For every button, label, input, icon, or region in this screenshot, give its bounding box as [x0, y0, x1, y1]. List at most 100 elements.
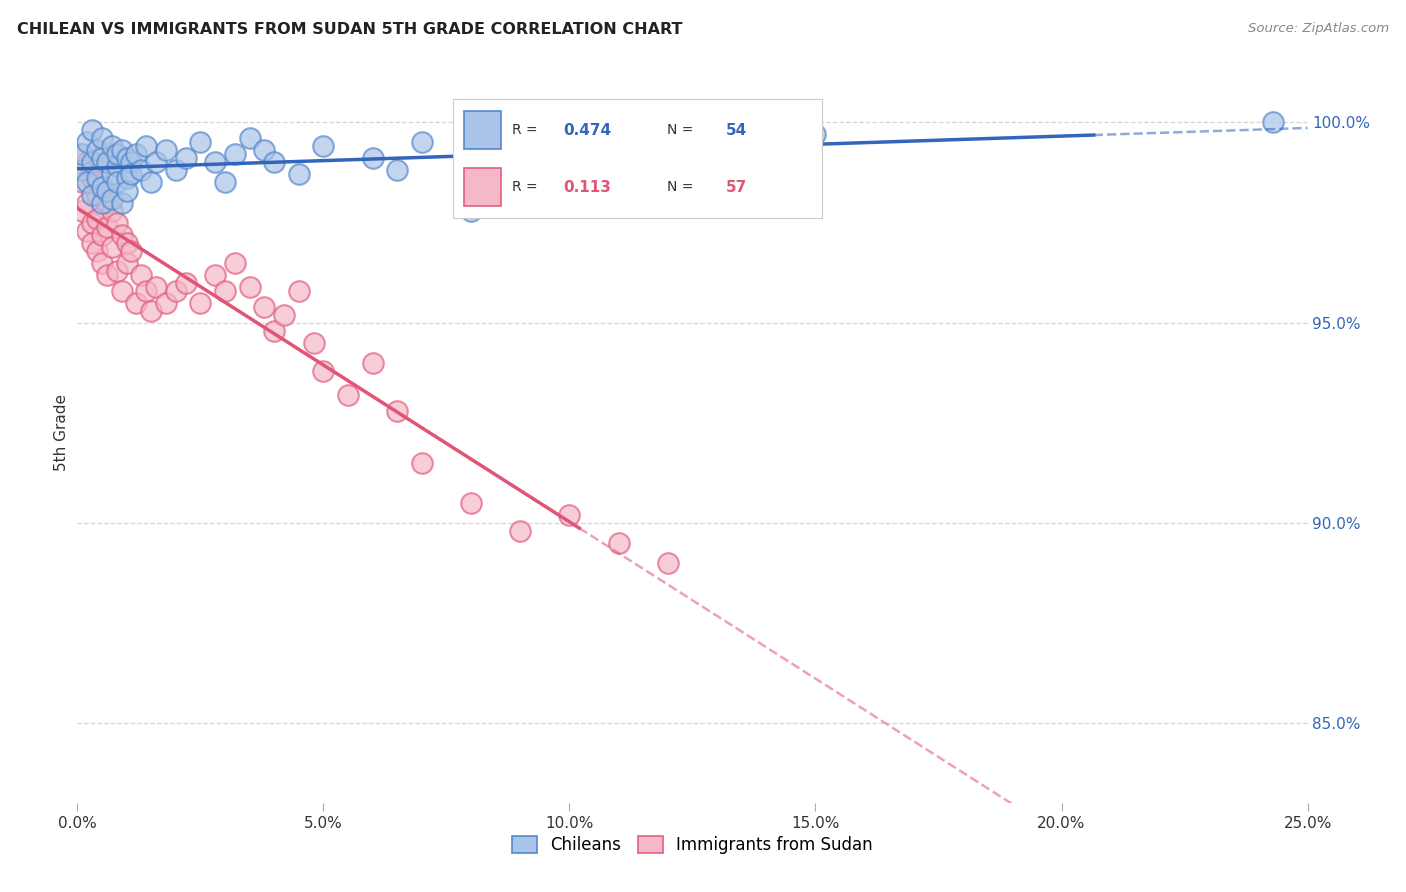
Point	[76, 136, 98, 150]
Point	[273, 308, 295, 322]
Point	[129, 268, 153, 282]
Point	[253, 144, 276, 158]
Point	[411, 136, 433, 150]
Point	[239, 279, 262, 293]
Point	[82, 171, 104, 186]
Y-axis label: 5th Grade: 5th Grade	[53, 394, 69, 471]
Point	[141, 303, 163, 318]
Point	[101, 239, 124, 253]
Point	[70, 203, 93, 218]
Point	[101, 203, 124, 218]
Point	[214, 284, 236, 298]
Point	[115, 184, 138, 198]
Text: Source: ZipAtlas.com: Source: ZipAtlas.com	[1249, 22, 1389, 36]
Point	[115, 152, 138, 166]
Point	[165, 284, 187, 298]
Point	[70, 176, 93, 190]
Point	[302, 335, 325, 350]
Point	[129, 163, 153, 178]
Point	[76, 176, 98, 190]
Point	[82, 123, 104, 137]
Point	[361, 152, 384, 166]
Point	[82, 215, 104, 229]
Point	[96, 219, 118, 234]
Point	[411, 456, 433, 470]
Point	[361, 355, 384, 369]
Point	[509, 147, 531, 161]
Point	[82, 187, 104, 202]
Point	[90, 131, 114, 145]
Point	[657, 155, 679, 169]
Point	[90, 227, 114, 242]
Point	[86, 244, 108, 258]
Point	[204, 155, 226, 169]
Point	[657, 556, 679, 570]
Point	[96, 155, 118, 169]
Point	[96, 195, 118, 210]
Point	[90, 152, 114, 166]
Point	[121, 244, 143, 258]
Point	[90, 179, 114, 194]
Point	[82, 155, 104, 169]
Point	[385, 403, 409, 417]
Point	[1263, 115, 1285, 129]
Point	[135, 284, 157, 298]
Point	[105, 215, 128, 229]
Point	[312, 363, 335, 377]
Point	[460, 496, 482, 510]
Point	[460, 203, 482, 218]
Text: CHILEAN VS IMMIGRANTS FROM SUDAN 5TH GRADE CORRELATION CHART: CHILEAN VS IMMIGRANTS FROM SUDAN 5TH GRA…	[17, 22, 682, 37]
Point	[174, 276, 197, 290]
Point	[105, 176, 128, 190]
Point	[558, 136, 581, 150]
Point	[224, 255, 246, 269]
Point	[224, 147, 246, 161]
Point	[121, 155, 143, 169]
Point	[509, 524, 531, 538]
Point	[82, 235, 104, 250]
Point	[188, 295, 212, 310]
Point	[105, 160, 128, 174]
Point	[312, 139, 335, 153]
Point	[111, 195, 132, 210]
Point	[96, 268, 118, 282]
Point	[174, 152, 197, 166]
Point	[141, 176, 163, 190]
Point	[111, 227, 132, 242]
Point	[76, 155, 98, 169]
Point	[337, 387, 360, 401]
Point	[96, 184, 118, 198]
Legend: Chileans, Immigrants from Sudan: Chileans, Immigrants from Sudan	[505, 830, 880, 861]
Point	[607, 535, 630, 549]
Point	[188, 136, 212, 150]
Point	[86, 171, 108, 186]
Point	[76, 223, 98, 237]
Point	[558, 508, 581, 522]
Point	[125, 295, 148, 310]
Point	[155, 144, 177, 158]
Point	[165, 163, 187, 178]
Point	[115, 235, 138, 250]
Point	[111, 284, 132, 298]
Point	[70, 147, 93, 161]
Point	[385, 163, 409, 178]
Point	[121, 168, 143, 182]
Point	[145, 279, 167, 293]
Point	[90, 195, 114, 210]
Point	[253, 300, 276, 314]
Point	[105, 263, 128, 277]
Point	[101, 192, 124, 206]
Point	[105, 147, 128, 161]
Point	[90, 155, 114, 169]
Point	[145, 155, 167, 169]
Point	[804, 128, 827, 142]
Point	[86, 211, 108, 226]
Point	[135, 139, 157, 153]
Point	[263, 155, 285, 169]
Point	[101, 168, 124, 182]
Point	[82, 160, 104, 174]
Point	[90, 255, 114, 269]
Point	[239, 131, 262, 145]
Point	[90, 179, 114, 194]
Point	[125, 147, 148, 161]
